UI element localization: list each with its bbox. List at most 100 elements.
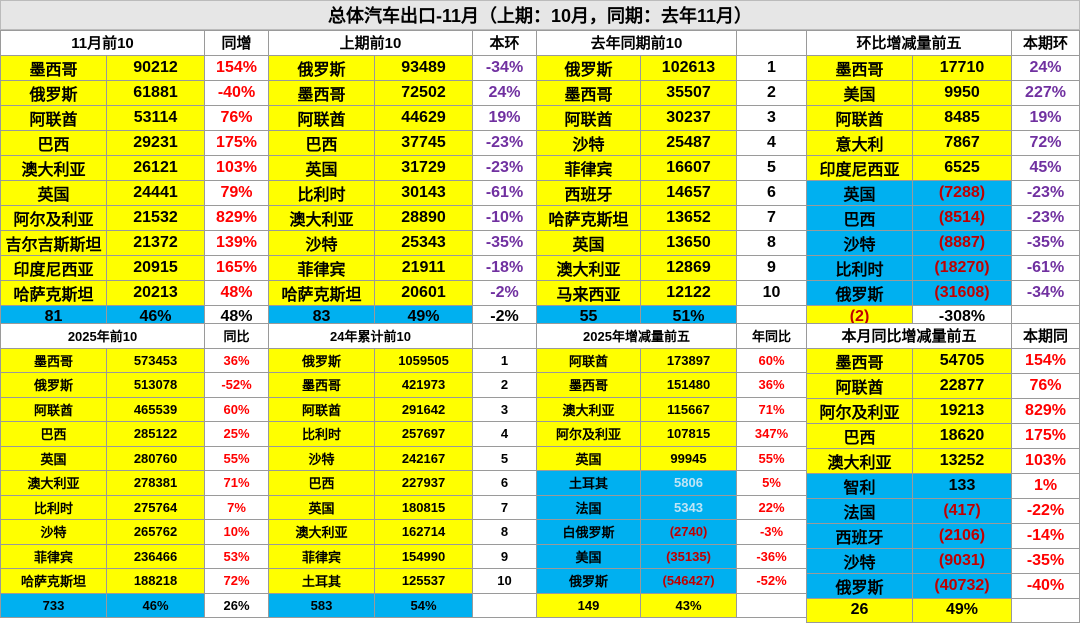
- table-row: 英国 (7288) -23%: [806, 179, 1080, 206]
- country-cell: 俄罗斯: [806, 572, 913, 599]
- table-row: 比利时 275764 7%: [0, 494, 270, 520]
- table-row: 澳大利亚 162714 8: [268, 519, 538, 545]
- value-cell: 115667: [639, 396, 738, 422]
- summary-cell: 54%: [373, 592, 474, 618]
- country-cell: 比利时: [268, 421, 375, 447]
- table-row: 比利时 257697 4: [268, 421, 538, 447]
- prev-top10-table: 上期前10 本环 俄罗斯 93489 -34% 墨西哥 72502 24% 阿联酋 44629 19…: [268, 30, 537, 330]
- percent-cell: 71%: [736, 396, 808, 422]
- percent-cell: 10%: [204, 519, 270, 545]
- table-row: 比利时 (18270) -61%: [806, 254, 1080, 281]
- column-header: 去年同期前10: [536, 30, 737, 56]
- value-cell: 7867: [911, 129, 1013, 156]
- country-cell: 巴西: [806, 204, 913, 231]
- table-row: 澳大利亚 26121 103%: [0, 154, 270, 181]
- header-row: 11月前10 同增: [0, 30, 270, 56]
- rank-cell: 4: [736, 129, 807, 156]
- percent-cell: -23%: [1011, 204, 1080, 231]
- table-row: 法国 5343 22%: [536, 494, 808, 520]
- table-row: 菲律宾 154990 9: [268, 543, 538, 569]
- value-cell: 13652: [640, 204, 737, 231]
- table-row: 巴西 227937 6: [268, 470, 538, 496]
- header-row: 环比增减量前五 本期环: [805, 30, 1080, 56]
- y2025-top10-table: 2025年前10 同比 墨西哥 573453 36% 俄罗斯 513078 -52% 阿联酋 46…: [0, 323, 270, 618]
- country-cell: 菲律宾: [536, 154, 641, 181]
- rank-cell: 7: [472, 494, 538, 520]
- value-cell: 275764: [105, 494, 206, 520]
- value-cell: 20915: [105, 254, 206, 281]
- table-row: 墨西哥 72502 24%: [268, 79, 537, 106]
- percent-cell: -36%: [736, 543, 808, 569]
- page-title: 总体汽车出口-11月（上期：10月，同期：去年11月）: [0, 0, 1080, 30]
- percent-cell: 175%: [204, 129, 270, 156]
- summary-row: 26 49%: [806, 597, 1080, 623]
- header-row: 本月同比增减量前五 本期同: [805, 323, 1080, 349]
- value-cell: 236466: [105, 543, 206, 569]
- percent-cell: -35%: [1011, 229, 1080, 256]
- table-row: 英国 31729 -23%: [268, 154, 537, 181]
- value-cell: 265762: [105, 519, 206, 545]
- value-cell: 573453: [105, 347, 206, 373]
- summary-cell: 43%: [639, 592, 738, 618]
- percent-cell: -61%: [472, 179, 537, 206]
- country-cell: 巴西: [268, 129, 375, 156]
- summary-cell: 733: [0, 592, 107, 618]
- value-cell: 133: [911, 472, 1013, 499]
- percent-cell: -23%: [1011, 179, 1080, 206]
- table-row: 吉尔吉斯斯坦 21372 139%: [0, 229, 270, 256]
- percent-cell: 45%: [1011, 154, 1080, 181]
- rank-cell: 5: [472, 445, 538, 471]
- value-cell: 421973: [373, 372, 474, 398]
- country-cell: 菲律宾: [0, 543, 107, 569]
- percent-cell: -35%: [472, 229, 537, 256]
- percent-cell: 7%: [204, 494, 270, 520]
- country-cell: 英国: [268, 494, 375, 520]
- table-row: 俄罗斯 513078 -52%: [0, 372, 270, 398]
- percent-cell: -40%: [204, 79, 270, 106]
- summary-cell: [1011, 597, 1080, 623]
- percent-cell: 19%: [1011, 104, 1080, 131]
- percent-cell: 829%: [1011, 397, 1080, 424]
- value-cell: 242167: [373, 445, 474, 471]
- percent-cell: -14%: [1011, 522, 1080, 549]
- percent-cell: -34%: [1011, 279, 1080, 306]
- y2024-cum-top10-table: 24年累计前10 俄罗斯 1059505 1 墨西哥 421973 2 阿联酋 291642 3 比…: [267, 323, 538, 618]
- country-cell: 阿联酋: [0, 104, 107, 131]
- percent-cell: -52%: [204, 372, 270, 398]
- value-cell: 20601: [374, 279, 473, 306]
- table-row: 墨西哥 90212 154%: [0, 54, 270, 81]
- percent-cell: 25%: [204, 421, 270, 447]
- value-cell: 14657: [640, 179, 737, 206]
- value-cell: 227937: [373, 470, 474, 496]
- value-cell: 17710: [911, 54, 1013, 81]
- country-cell: 法国: [536, 494, 641, 520]
- column-header: 本期同: [1011, 323, 1080, 349]
- country-cell: 俄罗斯: [0, 372, 107, 398]
- table-row: 俄罗斯 (31608) -34%: [806, 279, 1080, 306]
- country-cell: 巴西: [0, 421, 107, 447]
- column-header: [736, 30, 807, 56]
- table-row: 巴西 37745 -23%: [268, 129, 537, 156]
- value-cell: 25343: [374, 229, 473, 256]
- percent-cell: -23%: [472, 154, 537, 181]
- percent-cell: -10%: [472, 204, 537, 231]
- country-cell: 墨西哥: [0, 54, 107, 81]
- value-cell: 72502: [374, 79, 473, 106]
- table-row: 西班牙 14657 6: [536, 179, 807, 206]
- table-row: 意大利 7867 72%: [806, 129, 1080, 156]
- table-row: 阿联酋 465539 60%: [0, 396, 270, 422]
- percent-cell: -18%: [472, 254, 537, 281]
- table-row: 澳大利亚 115667 71%: [536, 396, 808, 422]
- y2025-change-top5-table: 2025年增减量前五 年同比 阿联酋 173897 60% 墨西哥 151480 36% 澳大利…: [535, 323, 808, 618]
- country-cell: 沙特: [0, 519, 107, 545]
- country-cell: 俄罗斯: [268, 347, 375, 373]
- value-cell: (7288): [911, 179, 1013, 206]
- rank-cell: 3: [736, 104, 807, 131]
- country-cell: 菲律宾: [268, 543, 375, 569]
- table-row: 墨西哥 35507 2: [536, 79, 807, 106]
- column-header: [472, 323, 538, 349]
- value-cell: 16607: [640, 154, 737, 181]
- header-row: 2025年前10 同比: [0, 323, 270, 349]
- percent-cell: 76%: [204, 104, 270, 131]
- value-cell: (35135): [639, 543, 738, 569]
